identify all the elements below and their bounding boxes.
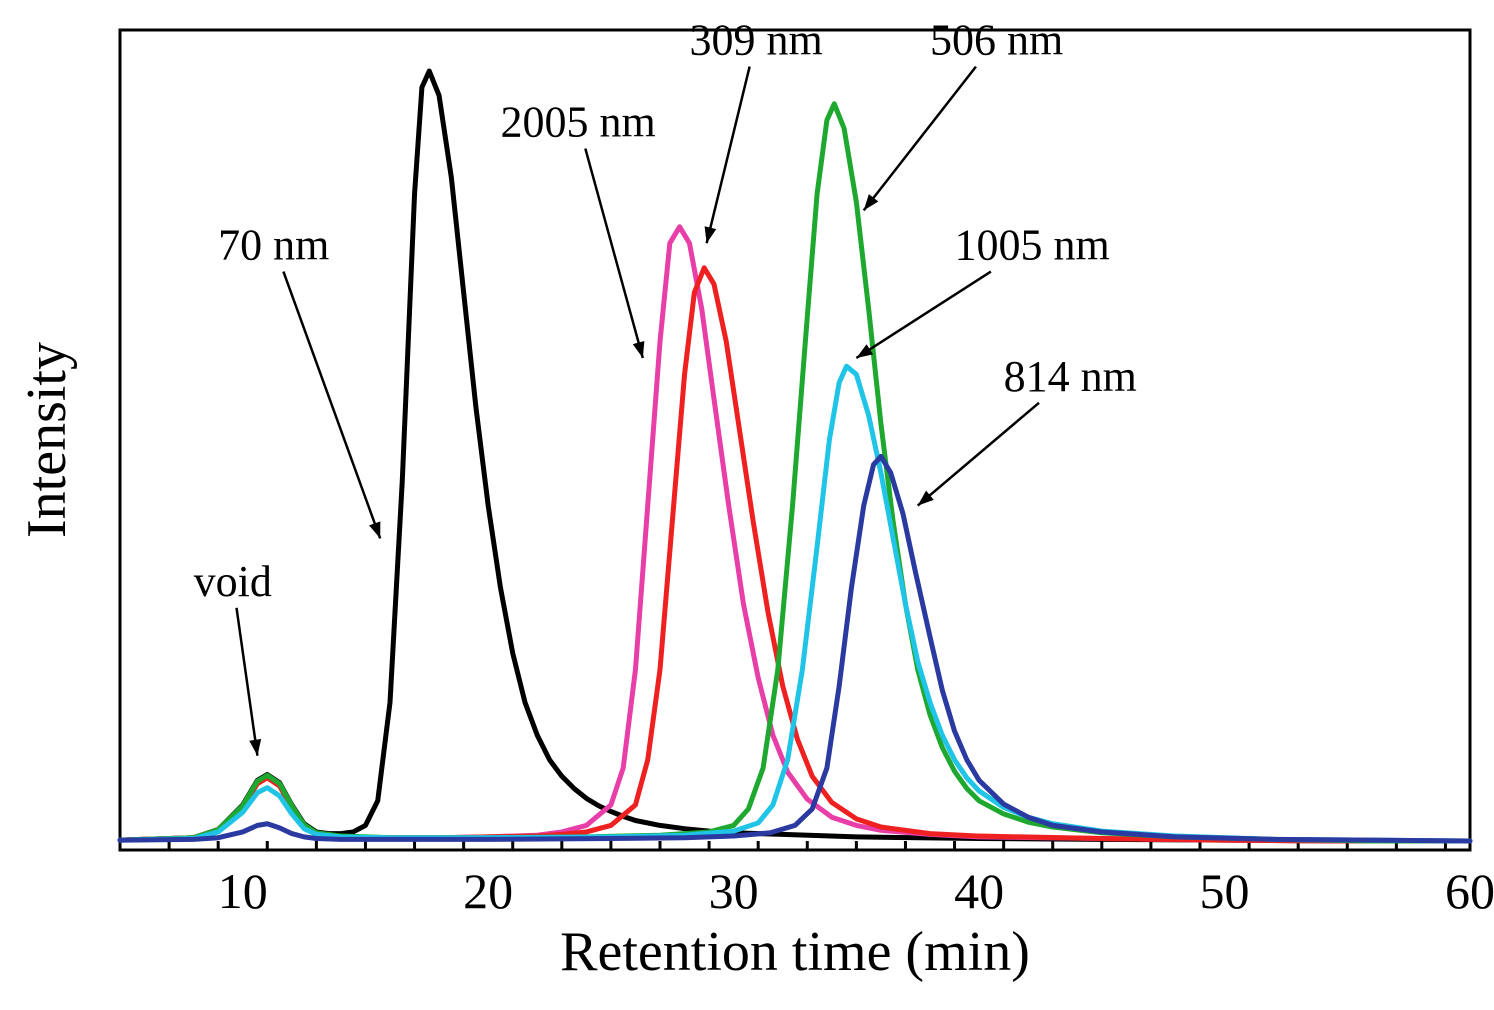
chart-container: 10 20 30 40 50 60 Retention time (min) Intensit… [0,0,1494,1010]
chromatogram-chart: 10 20 30 40 50 60 Retention time (min) Intensit… [0,0,1494,1010]
annotation-506-nm: 506 nm [930,16,1063,65]
x-axis-ticks: 10 20 30 40 50 60 [120,841,1494,919]
y-axis-label: Intensity [16,342,78,538]
annotation-2005-nm: 2005 nm [500,98,655,147]
x-tick-label: 40 [954,863,1004,919]
x-axis-label: Retention time (min) [560,921,1030,983]
x-tick-label: 60 [1445,863,1494,919]
annotation-70-nm: 70 nm [218,221,329,270]
annotation-814-nm: 814 nm [1004,352,1137,401]
x-tick-label: 20 [463,863,513,919]
annotation-1005-nm: 1005 nm [955,221,1110,270]
annotation-309-nm: 309 nm [689,16,822,65]
annotation-void: void [194,557,272,606]
x-tick-label: 50 [1200,863,1250,919]
x-tick-label: 10 [218,863,268,919]
x-tick-label: 30 [709,863,759,919]
